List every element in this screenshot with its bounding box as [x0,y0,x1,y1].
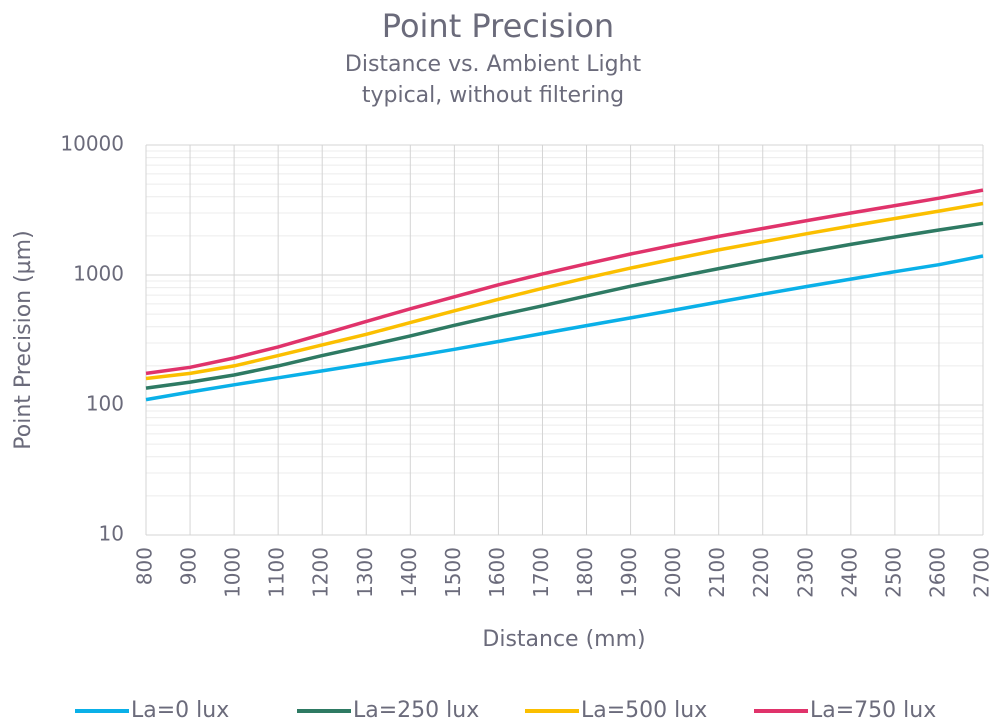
x-tick-label: 1700 [529,547,553,598]
x-tick-label: 1200 [309,547,333,598]
y-tick-label: 10 [99,522,124,546]
grid [145,144,984,536]
legend-label: La=0 lux [131,698,229,723]
x-tick-label: 2500 [881,547,905,598]
chart-subtitle: Distance vs. Ambient Light [345,52,642,77]
x-axis-label: Distance (mm) [482,627,645,652]
data-line [145,254,984,402]
legend-label: La=500 lux [581,698,707,723]
legend-label: La=250 lux [353,698,479,723]
y-tick-label: 10000 [60,132,124,156]
data-line [145,188,984,376]
legend-label: La=750 lux [810,698,936,723]
x-tick-label: 2000 [661,547,685,598]
chart-title: Point Precision [382,7,614,45]
x-tick-label: 1500 [441,547,465,598]
x-tick-label: 1900 [617,547,641,598]
y-tick-label: 100 [86,392,124,416]
x-tick-label: 800 [133,547,157,585]
x-tick-label: 1600 [485,547,509,598]
chart-subtitle: typical, without filtering [362,83,624,108]
data-line [145,221,984,390]
x-tick-label: 1300 [353,547,377,598]
x-tick-label: 900 [177,547,201,585]
x-tick-label: 2600 [925,547,949,598]
x-tick-label: 1400 [397,547,421,598]
x-tick-label: 2100 [705,547,729,598]
data-line [145,201,984,381]
y-tick-label: 1000 [73,262,124,286]
y-axis-label: Point Precision (µm) [11,230,36,449]
x-tick-label: 1100 [265,547,289,598]
x-tick-label: 2400 [837,547,861,598]
x-tick-label: 1800 [573,547,597,598]
x-tick-label: 2200 [749,547,773,598]
x-tick-label: 2700 [970,547,994,598]
x-tick-label: 2300 [793,547,817,598]
x-tick-label: 1000 [221,547,245,598]
